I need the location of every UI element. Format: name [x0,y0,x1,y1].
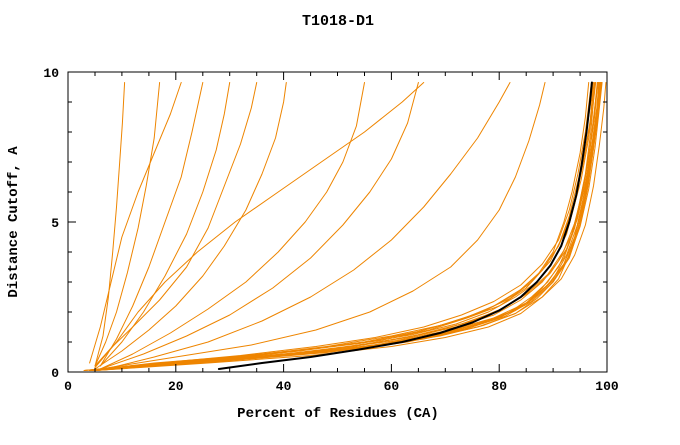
series-model-05 [94,82,600,371]
series-model-21 [99,82,365,370]
x-tick-label: 80 [491,379,507,394]
x-axis-label: Percent of Residues (CA) [237,406,439,422]
x-tick-label: 100 [595,379,619,394]
series-reference [217,81,593,370]
x-tick-label: 0 [64,379,72,394]
series-model-31 [94,82,258,367]
y-tick-label: 5 [51,216,59,231]
plot-frame [67,71,608,373]
series-model-03 [89,82,590,371]
series-model-16 [83,82,597,371]
x-tick-label: 20 [168,379,184,394]
series-model-30 [89,82,182,364]
series-model-15 [89,82,601,371]
series-model-11 [83,82,592,371]
series-model-23 [105,82,511,370]
series-model-29 [99,82,231,367]
axes-layer: 0 20 40 60 80 100 0 5 10 [43,66,619,394]
series-model-08 [94,82,603,371]
chart-title: T1018-D1 [302,13,374,30]
series-model-02 [94,82,601,371]
series-model-24 [99,82,546,370]
y-tick-label: 0 [51,366,59,381]
series-model-17 [94,82,603,371]
series-model-25 [94,82,425,368]
series-model-28 [99,82,204,367]
x-tick-label: 40 [276,379,292,394]
series-layer [83,81,607,371]
series-model-13 [94,82,601,371]
series-model-27 [94,82,161,367]
y-tick-label: 10 [43,66,59,81]
series-model-20 [94,82,287,370]
x-tick-label: 60 [384,379,400,394]
series-model-18 [89,82,599,371]
series-model-10 [89,82,602,371]
series-model-22 [99,82,419,370]
series-model-19 [94,82,607,371]
y-axis-label: Distance Cutoff, A [6,146,22,298]
series-model-26 [94,82,126,367]
series-model-06 [83,82,594,371]
